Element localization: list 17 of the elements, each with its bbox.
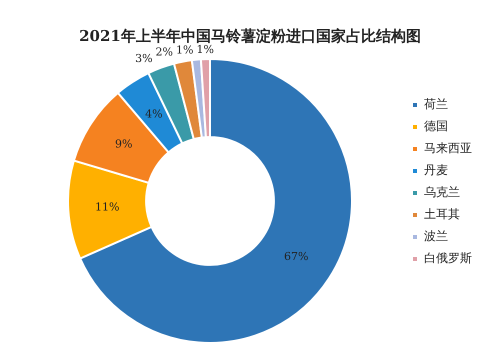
legend-label: 白俄罗斯: [424, 251, 472, 266]
data-label: 2%: [156, 46, 173, 59]
legend-label: 丹麦: [424, 163, 448, 178]
data-label: 9%: [114, 138, 132, 151]
legend-label: 荷兰: [424, 97, 448, 112]
legend-label: 乌克兰: [424, 185, 460, 200]
data-label: 1%: [176, 44, 194, 57]
legend-label: 德国: [424, 119, 448, 134]
data-label: 11%: [95, 200, 120, 214]
legend-label: 波兰: [424, 229, 448, 244]
data-label: 67%: [284, 250, 309, 264]
legend-label: 马来西亚: [424, 141, 472, 156]
data-label: 3%: [135, 52, 153, 66]
data-label: 4%: [145, 108, 163, 121]
legend-label: 土耳其: [424, 207, 460, 222]
data-label: 1%: [196, 42, 214, 56]
chart-title: 2021年上半年中国马铃薯淀粉进口国家占比结构图: [79, 26, 421, 45]
